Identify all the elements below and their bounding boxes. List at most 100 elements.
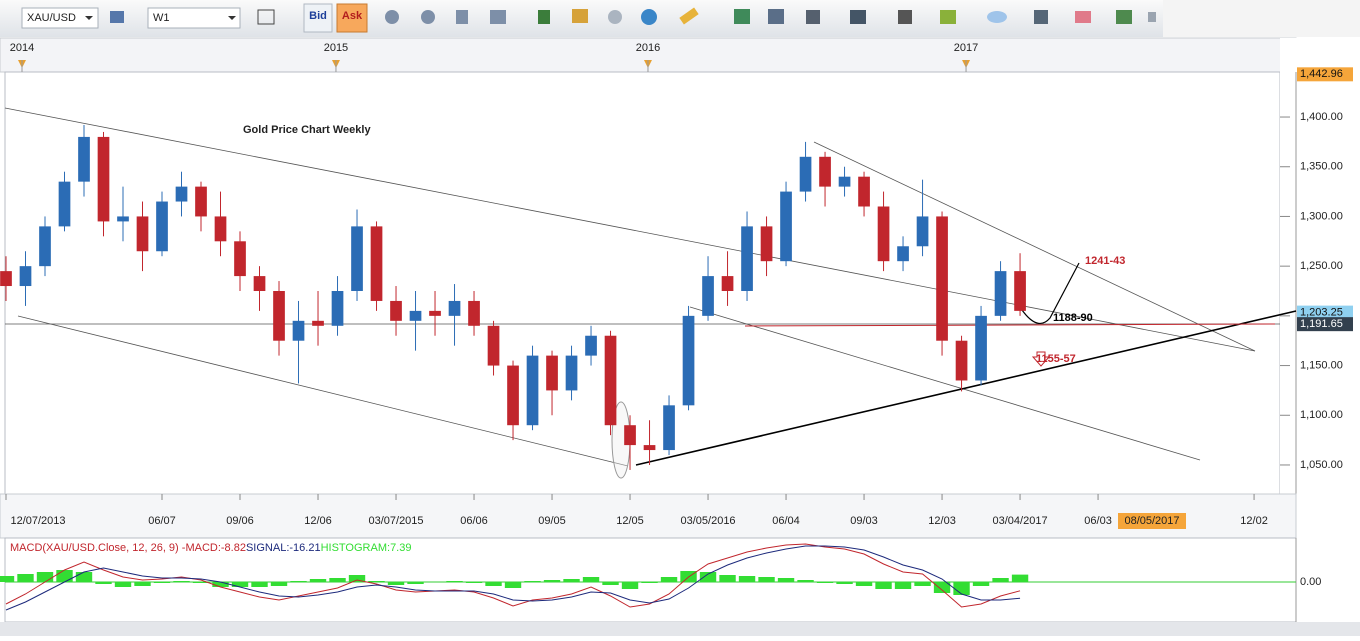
histogram-bar (563, 579, 580, 582)
icon[interactable] (538, 10, 550, 24)
icon[interactable] (768, 9, 784, 24)
cursor-date-box (1118, 513, 1186, 529)
annotation: 1241-43 (1085, 255, 1125, 267)
icon[interactable] (456, 10, 468, 24)
price-label-box (1297, 305, 1353, 320)
icon[interactable] (421, 10, 435, 24)
icon[interactable] (806, 10, 820, 24)
symbol-select[interactable] (21, 7, 99, 29)
icon[interactable] (679, 7, 699, 25)
x-tick-label: 03/07/2015 (368, 515, 423, 527)
candle-body (507, 365, 519, 426)
annotation: 1155-57 (1036, 353, 1076, 365)
legend-part: HISTOGRAM: (321, 542, 390, 554)
candle-body (546, 355, 558, 391)
icon[interactable] (110, 11, 124, 23)
icon[interactable] (898, 10, 912, 24)
candle-body (156, 201, 168, 252)
toolbar-icons (385, 7, 1156, 25)
candle-body (409, 310, 422, 321)
price-label-box (1297, 317, 1353, 332)
histogram-bar (329, 578, 346, 582)
histogram-bar (153, 582, 171, 583)
icon[interactable] (1034, 10, 1048, 24)
candle-body (799, 156, 812, 192)
icon[interactable] (1148, 12, 1156, 22)
histogram-bar (894, 582, 912, 589)
candle-body (702, 276, 714, 316)
macd-panel (4, 537, 1297, 623)
icon[interactable] (641, 9, 657, 25)
legend-part: SIGNAL: (246, 542, 289, 554)
candle-body (19, 266, 32, 287)
histogram-bar (36, 572, 54, 582)
x-tick-label: 09/05 (538, 515, 566, 527)
candle-body (117, 216, 129, 222)
histogram-bar (485, 582, 502, 586)
icon[interactable] (257, 9, 275, 25)
x-tick-label: 06/06 (460, 515, 488, 527)
icon[interactable] (1116, 10, 1132, 24)
histogram-bar (914, 582, 931, 586)
candle-body (604, 335, 617, 426)
icon[interactable] (1075, 11, 1091, 23)
histogram-bar (17, 574, 34, 582)
candle-body (292, 320, 305, 341)
candle-body (877, 206, 890, 262)
icon[interactable] (987, 11, 1007, 23)
chart-title: Gold Price Chart Weekly (243, 124, 371, 136)
trend-line (689, 306, 1201, 461)
price-label: 1,191.65 (1300, 318, 1343, 330)
histogram-bar (524, 581, 541, 582)
ask-button[interactable] (336, 3, 368, 33)
y-tick-label: 1,100.00 (1300, 409, 1343, 421)
ask-label: Ask (342, 10, 363, 22)
candle-body (390, 300, 402, 321)
y-tick-label: 1,400.00 (1300, 111, 1343, 123)
icon[interactable] (940, 10, 956, 24)
timeframe-select[interactable] (147, 7, 241, 29)
x-tick-label: 03/05/2016 (681, 515, 736, 527)
icon[interactable] (608, 10, 622, 24)
projection-path (1021, 262, 1080, 325)
candle-body (253, 276, 266, 292)
histogram-bar (1011, 574, 1029, 582)
candle-body (975, 315, 987, 381)
candle-body (994, 271, 1007, 316)
candle-body (936, 216, 948, 341)
down-arrow (1031, 351, 1051, 367)
candle-body (780, 191, 792, 262)
icon[interactable] (850, 10, 866, 24)
price-label: 1,442.96 (1300, 68, 1343, 80)
macd-legend: MACD(XAU/USD.Close, 12, 26, 9) -MACD:-8.… (10, 542, 411, 554)
dropdown-arrow (228, 16, 236, 20)
candle-body (838, 176, 851, 187)
icon[interactable] (490, 10, 506, 24)
y-tick-label: 1,050.00 (1300, 459, 1343, 471)
icon[interactable] (385, 10, 399, 24)
icon[interactable] (734, 9, 750, 24)
bid-button[interactable] (303, 3, 333, 33)
candle-body (955, 340, 968, 381)
candle-body (741, 226, 753, 292)
candle-body (58, 181, 71, 227)
candle-body (1014, 271, 1026, 311)
histogram-bar (855, 582, 873, 586)
legend-part: MACD(XAU/USD.Close, 12, 26, 9) - (10, 542, 186, 554)
histogram-bar (738, 576, 756, 582)
candle-body (312, 320, 324, 326)
candle-body (214, 216, 227, 242)
legend-part: MACD: (185, 542, 220, 554)
candle-body (487, 325, 500, 366)
icon[interactable] (572, 9, 588, 23)
x-tick-label: 06/07 (148, 515, 176, 527)
candle-body (643, 445, 656, 451)
x-tick-label: 06/03 (1084, 515, 1112, 527)
trend-line (813, 141, 1256, 352)
histogram-bar (173, 581, 190, 582)
histogram-bar (582, 577, 600, 582)
plot-area (4, 71, 1281, 495)
legend-part: -16.21 (289, 542, 320, 554)
level-line (744, 323, 1276, 327)
